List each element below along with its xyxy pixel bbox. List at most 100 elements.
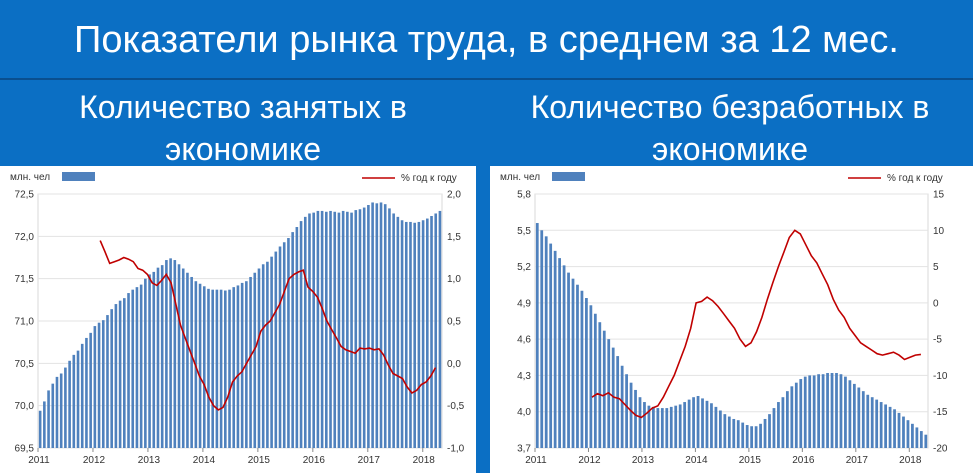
bar <box>839 374 843 448</box>
bar <box>38 410 42 448</box>
bar <box>893 409 896 448</box>
bar <box>718 410 722 448</box>
bar <box>114 304 118 448</box>
bar <box>47 390 50 448</box>
bar <box>602 330 606 448</box>
bar <box>76 350 80 448</box>
x-tick-label: 2013 <box>138 455 161 466</box>
bar <box>656 408 660 448</box>
bar <box>274 251 278 448</box>
bar <box>625 374 628 448</box>
bar <box>710 403 713 448</box>
bar <box>106 315 109 448</box>
x-tick-label: 2015 <box>739 455 762 466</box>
bar <box>278 246 282 448</box>
y-tick-label: 4,9 <box>517 298 531 309</box>
bar <box>692 397 695 448</box>
bar <box>181 268 185 448</box>
bar <box>616 356 620 448</box>
x-tick-label: 2014 <box>193 455 216 466</box>
x-tick-label: 2014 <box>685 455 708 466</box>
bar <box>919 431 923 448</box>
bar <box>785 391 789 448</box>
bar <box>299 221 303 448</box>
x-tick-label: 2011 <box>525 455 547 466</box>
bar <box>875 399 879 448</box>
bar <box>375 203 379 448</box>
bar <box>127 293 130 448</box>
y2-tick-label: -1,0 <box>447 444 465 455</box>
bar <box>696 395 700 448</box>
bar <box>549 243 553 448</box>
bar <box>417 221 421 448</box>
bar <box>741 422 745 448</box>
bar <box>156 267 160 448</box>
bar <box>924 434 928 448</box>
unemployed-chart: 3,7 4,0 4,3 4,6 4,9 5,2 5,5 5,8 -20 -15 -10 -5 0 5 10 1… <box>500 172 948 466</box>
bar <box>266 261 269 448</box>
unit-label: млн. чел <box>500 172 540 183</box>
y2-tick-label: -5 <box>933 335 942 346</box>
bar <box>325 211 328 448</box>
bar <box>598 322 602 448</box>
bar <box>732 418 736 448</box>
x-tick-label: 2017 <box>846 455 869 466</box>
bar <box>333 211 337 448</box>
y-tick-label: 72,0 <box>15 232 35 243</box>
bar <box>911 423 914 448</box>
y-tick-label: 70,0 <box>15 401 35 412</box>
y2-tick-label: 5 <box>933 262 939 273</box>
bar <box>282 242 286 448</box>
bar <box>897 412 901 448</box>
bar <box>118 300 122 448</box>
bar <box>55 376 59 448</box>
bar <box>585 298 588 448</box>
bar <box>915 427 919 448</box>
bar <box>772 408 776 448</box>
bar <box>544 236 548 448</box>
bar <box>236 285 240 448</box>
right-chart-subtitle: Количество безработных в экономике <box>530 89 930 167</box>
bar <box>144 278 147 448</box>
bar <box>647 405 651 448</box>
bar <box>620 365 624 448</box>
y-tick-label: 71,5 <box>15 274 35 285</box>
legend-bar-swatch <box>552 172 585 181</box>
bar <box>803 376 807 448</box>
bar <box>207 288 210 448</box>
y-tick-label: 72,5 <box>15 190 35 201</box>
bar <box>388 208 391 448</box>
bar <box>131 289 135 448</box>
bar <box>215 289 219 448</box>
bar <box>379 202 383 448</box>
bar <box>754 426 758 448</box>
bar <box>68 360 71 448</box>
y2-tick-label: 0,5 <box>447 317 461 328</box>
bar <box>593 313 597 448</box>
bar <box>270 256 273 448</box>
bar <box>857 387 861 448</box>
bar <box>190 276 193 448</box>
bar <box>902 416 905 448</box>
bar <box>320 210 324 448</box>
y-tick-label: 4,6 <box>517 335 531 346</box>
bar <box>540 230 544 448</box>
bar <box>634 389 637 448</box>
bar <box>123 298 126 448</box>
bar <box>308 213 311 448</box>
bar <box>821 374 825 448</box>
bar <box>253 272 257 448</box>
bar <box>438 210 442 448</box>
x-tick-label: 2016 <box>303 455 326 466</box>
bar <box>750 426 754 448</box>
bar <box>669 406 673 448</box>
bar <box>358 209 362 448</box>
bar <box>101 320 105 448</box>
bar <box>848 380 852 448</box>
bar <box>354 210 358 448</box>
bar <box>337 212 341 448</box>
bar <box>562 265 566 448</box>
bar <box>701 398 704 448</box>
unemployed-chart-panel: 3,7 4,0 4,3 4,6 4,9 5,2 5,5 5,8 -20 -15 -10 -5 0 5 10 1… <box>490 166 973 473</box>
x-tick-label: 2013 <box>632 455 655 466</box>
